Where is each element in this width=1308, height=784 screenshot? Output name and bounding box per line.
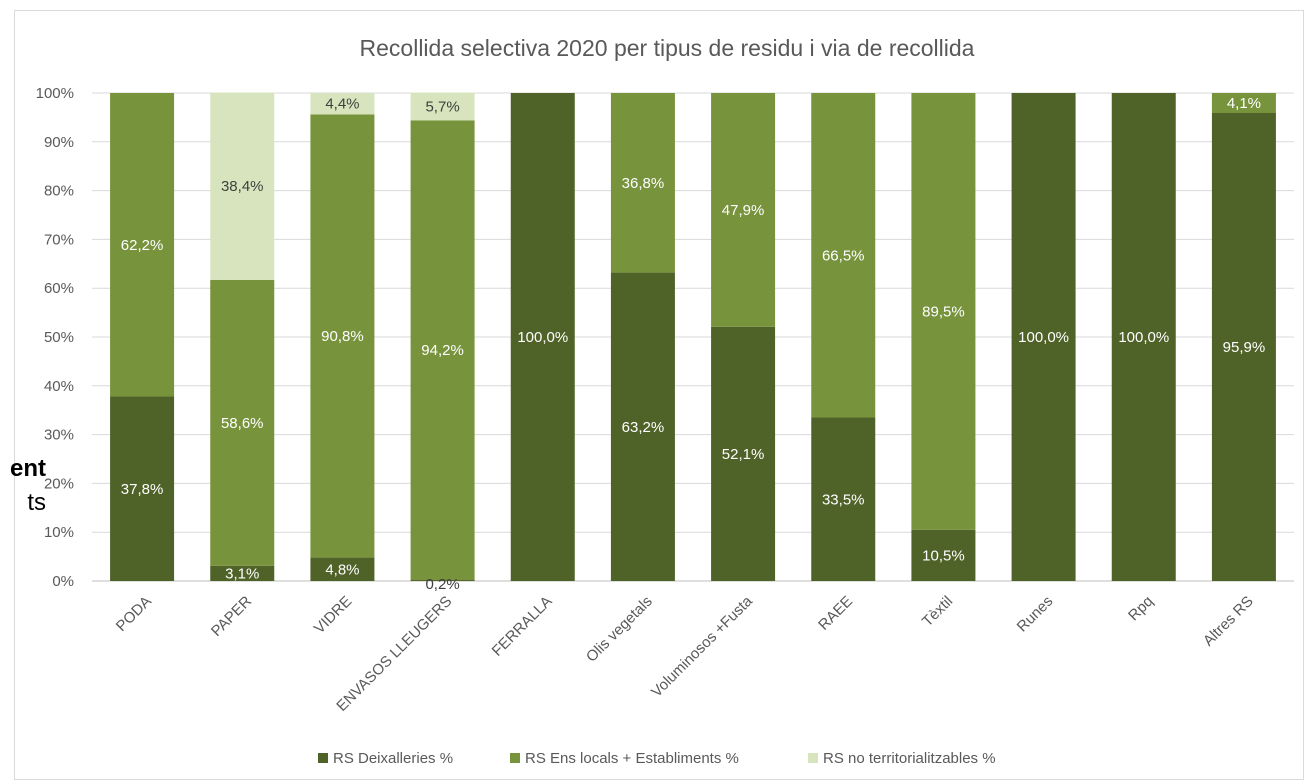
bar-segment [110, 396, 175, 581]
bar-segment [911, 529, 976, 581]
bar-segment [310, 557, 375, 581]
y-tick-label: 70% [44, 231, 74, 248]
legend: RS Deixalleries % RS Ens locals + Establi… [318, 750, 996, 767]
legend-label: RS Deixalleries % [333, 750, 453, 767]
data-label: 10,5% [922, 547, 965, 564]
x-category-label: PAPER [208, 593, 255, 640]
data-label: 94,2% [421, 342, 464, 359]
gridlines [92, 92, 1294, 582]
x-category-label: RAEE [815, 593, 856, 634]
data-label: 100,0% [1018, 329, 1069, 346]
data-labels: 37,8% 62,2% 3,1% 58,6% 38,4% 4,8% 90,8% 4,4% 0,2… [121, 95, 1265, 593]
data-label: 58,6% [221, 415, 264, 432]
data-label: 95,9% [1223, 339, 1266, 356]
y-tick-label: 30% [44, 427, 74, 444]
data-label: 4,4% [325, 96, 359, 113]
x-category-label: Olis vegetals [583, 593, 656, 666]
x-category-label: Altres RS [1200, 593, 1257, 650]
bar-segment [1011, 93, 1076, 581]
y-tick-label: 80% [44, 183, 74, 200]
data-label: 38,4% [221, 178, 264, 195]
data-label: 5,7% [425, 98, 459, 115]
y-tick-label: 20% [44, 475, 74, 492]
data-label: 33,5% [822, 491, 865, 508]
x-category-label: Runes [1014, 593, 1057, 636]
data-label: 100,0% [517, 329, 568, 346]
bar-segment [210, 92, 275, 280]
bar-segment [310, 114, 375, 558]
data-label: 3,1% [225, 565, 259, 582]
data-label: 37,8% [121, 481, 164, 498]
bar-segment [510, 93, 575, 581]
y-tick-label: 90% [44, 134, 74, 151]
bar-segment [811, 417, 876, 581]
data-label: 36,8% [622, 175, 665, 192]
legend-label: RS no territorialitzables % [823, 750, 996, 767]
bar-segment [110, 93, 175, 397]
x-category-label: Rpq [1125, 593, 1156, 624]
data-label: 0,2% [425, 576, 459, 593]
bar-segment [1111, 93, 1176, 581]
x-category-label: VIDRE [311, 593, 355, 637]
data-label: 100,0% [1118, 329, 1169, 346]
x-category-label: Voluminosos +Fusta [648, 592, 756, 700]
data-label: 4,1% [1227, 95, 1261, 112]
bar-segment [711, 93, 776, 327]
bar-segment [711, 326, 776, 581]
bar-segment [811, 93, 876, 418]
bar-segment [911, 93, 976, 530]
bar-segment [1211, 113, 1276, 582]
x-category-label: Tèxtil [919, 593, 956, 630]
bar-segment [410, 120, 475, 581]
x-category-label: FERRALLA [489, 593, 556, 660]
legend-swatch [510, 753, 520, 763]
y-tick-label: 10% [44, 524, 74, 541]
bar-segment [610, 93, 675, 273]
data-label: 89,5% [922, 303, 965, 320]
data-label: 47,9% [722, 202, 765, 219]
bar-segment [410, 92, 475, 121]
data-label: 66,5% [822, 247, 865, 264]
bar-segment [610, 272, 675, 581]
bar-segment [210, 565, 275, 581]
x-category-label: PODA [113, 593, 155, 635]
side-text-fragment: ent ts [0, 452, 46, 532]
x-category-label: ENVASOS LLEUGERS [333, 593, 455, 715]
y-tick-label: 40% [44, 378, 74, 395]
bar-segment [1211, 93, 1276, 114]
legend-swatch [318, 753, 328, 763]
bars [110, 92, 1276, 582]
legend-swatch [808, 753, 818, 763]
data-label: 90,8% [321, 328, 364, 345]
bar-segment [410, 580, 475, 581]
legend-label: RS Ens locals + Establiments % [525, 750, 739, 767]
side-text-line-2: ts [27, 489, 46, 516]
data-label: 4,8% [325, 561, 359, 578]
bar-segment [310, 93, 375, 115]
side-text-line-1: ent [10, 455, 46, 482]
data-label: 63,2% [622, 419, 665, 436]
data-label: 52,1% [722, 446, 765, 463]
data-label: 62,2% [121, 237, 164, 254]
y-tick-label: 50% [44, 329, 74, 346]
y-tick-label: 60% [44, 280, 74, 297]
y-tick-label: 0% [52, 573, 74, 590]
y-tick-label: 100% [36, 85, 74, 102]
y-axis-ticks: 0% 10% 20% 30% 40% 50% 60% 70% 80% 90% 100% [36, 85, 74, 590]
chart-title: Recollida selectiva 2020 per tipus de re… [360, 35, 975, 61]
bar-segment [210, 279, 275, 566]
